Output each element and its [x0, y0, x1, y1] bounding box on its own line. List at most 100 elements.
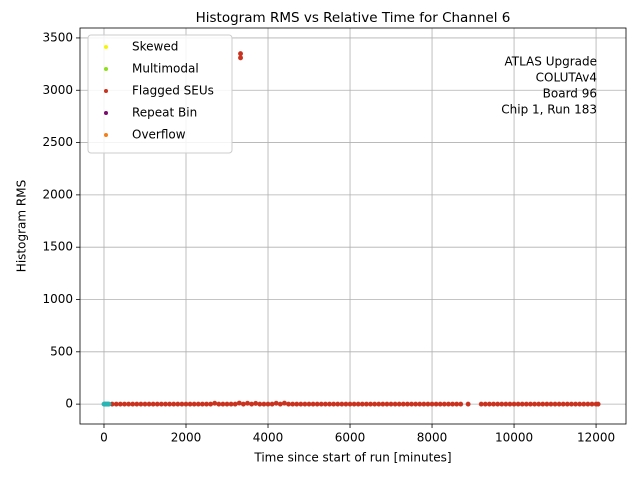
point: [298, 401, 304, 407]
point: [113, 401, 119, 407]
y-axis-label: Histogram RMS: [15, 180, 29, 272]
y-tick-label: 2500: [42, 135, 73, 149]
point: [134, 401, 140, 407]
point: [335, 401, 341, 407]
point: [290, 401, 296, 407]
point: [273, 400, 279, 406]
legend-box: [87, 34, 233, 154]
point: [573, 401, 579, 407]
point: [527, 401, 533, 407]
legend-marker: [104, 89, 108, 93]
x-axis-label: Time since start of run [minutes]: [253, 451, 451, 465]
point: [417, 401, 423, 407]
point: [450, 401, 456, 407]
point: [589, 401, 595, 407]
y-tick-label: 500: [50, 344, 73, 358]
point: [306, 401, 312, 407]
point: [507, 401, 513, 407]
point: [238, 51, 244, 57]
x-tick-label: 0: [100, 431, 108, 445]
point: [421, 401, 427, 407]
point: [150, 401, 156, 407]
point: [236, 400, 242, 406]
legend-label: Flagged SEUs: [132, 84, 214, 98]
point: [327, 401, 333, 407]
point: [523, 401, 529, 407]
x-tick-label: 2000: [171, 431, 202, 445]
point: [384, 401, 390, 407]
point: [261, 401, 267, 407]
point: [310, 401, 316, 407]
point: [560, 401, 566, 407]
point: [519, 401, 525, 407]
y-tick-label: 3000: [42, 83, 73, 97]
point: [564, 401, 570, 407]
point: [347, 401, 353, 407]
x-tick-label: 12000: [577, 431, 615, 445]
x-tick-label: 8000: [417, 431, 448, 445]
annotation: COLUTAv4: [536, 71, 597, 85]
point: [130, 401, 136, 407]
point: [183, 401, 189, 407]
point: [142, 401, 148, 407]
point: [380, 401, 386, 407]
point: [454, 401, 460, 407]
point: [595, 401, 601, 407]
point: [216, 401, 222, 407]
point: [171, 401, 177, 407]
point: [515, 401, 521, 407]
point: [158, 401, 164, 407]
point: [585, 401, 591, 407]
point: [138, 401, 144, 407]
point: [552, 401, 558, 407]
annotation: ATLAS Upgrade: [504, 55, 597, 69]
point: [445, 401, 451, 407]
plot-frame: [79, 27, 627, 425]
point: [400, 401, 406, 407]
y-tick-label: 1500: [42, 240, 73, 254]
point: [175, 401, 181, 407]
point: [437, 401, 443, 407]
legend-label: Repeat Bin: [132, 106, 197, 120]
point: [204, 401, 210, 407]
point: [191, 401, 197, 407]
point: [187, 401, 193, 407]
point: [154, 401, 160, 407]
point: [482, 401, 488, 407]
point: [425, 401, 431, 407]
point: [540, 401, 546, 407]
y-tick-label: 3500: [42, 30, 73, 44]
point: [359, 401, 365, 407]
point: [478, 401, 484, 407]
chart-title: Histogram RMS vs Relative Time for Chann…: [196, 10, 511, 26]
point: [240, 401, 246, 407]
point: [302, 401, 308, 407]
point: [199, 401, 205, 407]
point: [126, 401, 132, 407]
point: [314, 401, 320, 407]
point: [117, 401, 123, 407]
point: [195, 401, 201, 407]
x-tick-label: 6000: [335, 431, 366, 445]
point: [368, 401, 374, 407]
point: [495, 401, 501, 407]
point: [265, 401, 271, 407]
point: [228, 401, 234, 407]
point: [486, 401, 492, 407]
point: [429, 401, 435, 407]
point: [581, 401, 587, 407]
point: [277, 401, 283, 407]
point: [458, 401, 464, 407]
point: [577, 401, 583, 407]
point: [465, 401, 471, 407]
point: [491, 401, 497, 407]
point: [441, 401, 447, 407]
legend-label: Skewed: [132, 40, 178, 54]
annotation: Board 96: [543, 87, 597, 101]
annotation: Chip 1, Run 183: [501, 103, 597, 117]
point: [253, 400, 259, 406]
point: [224, 401, 230, 407]
point: [167, 401, 173, 407]
point: [322, 401, 328, 407]
